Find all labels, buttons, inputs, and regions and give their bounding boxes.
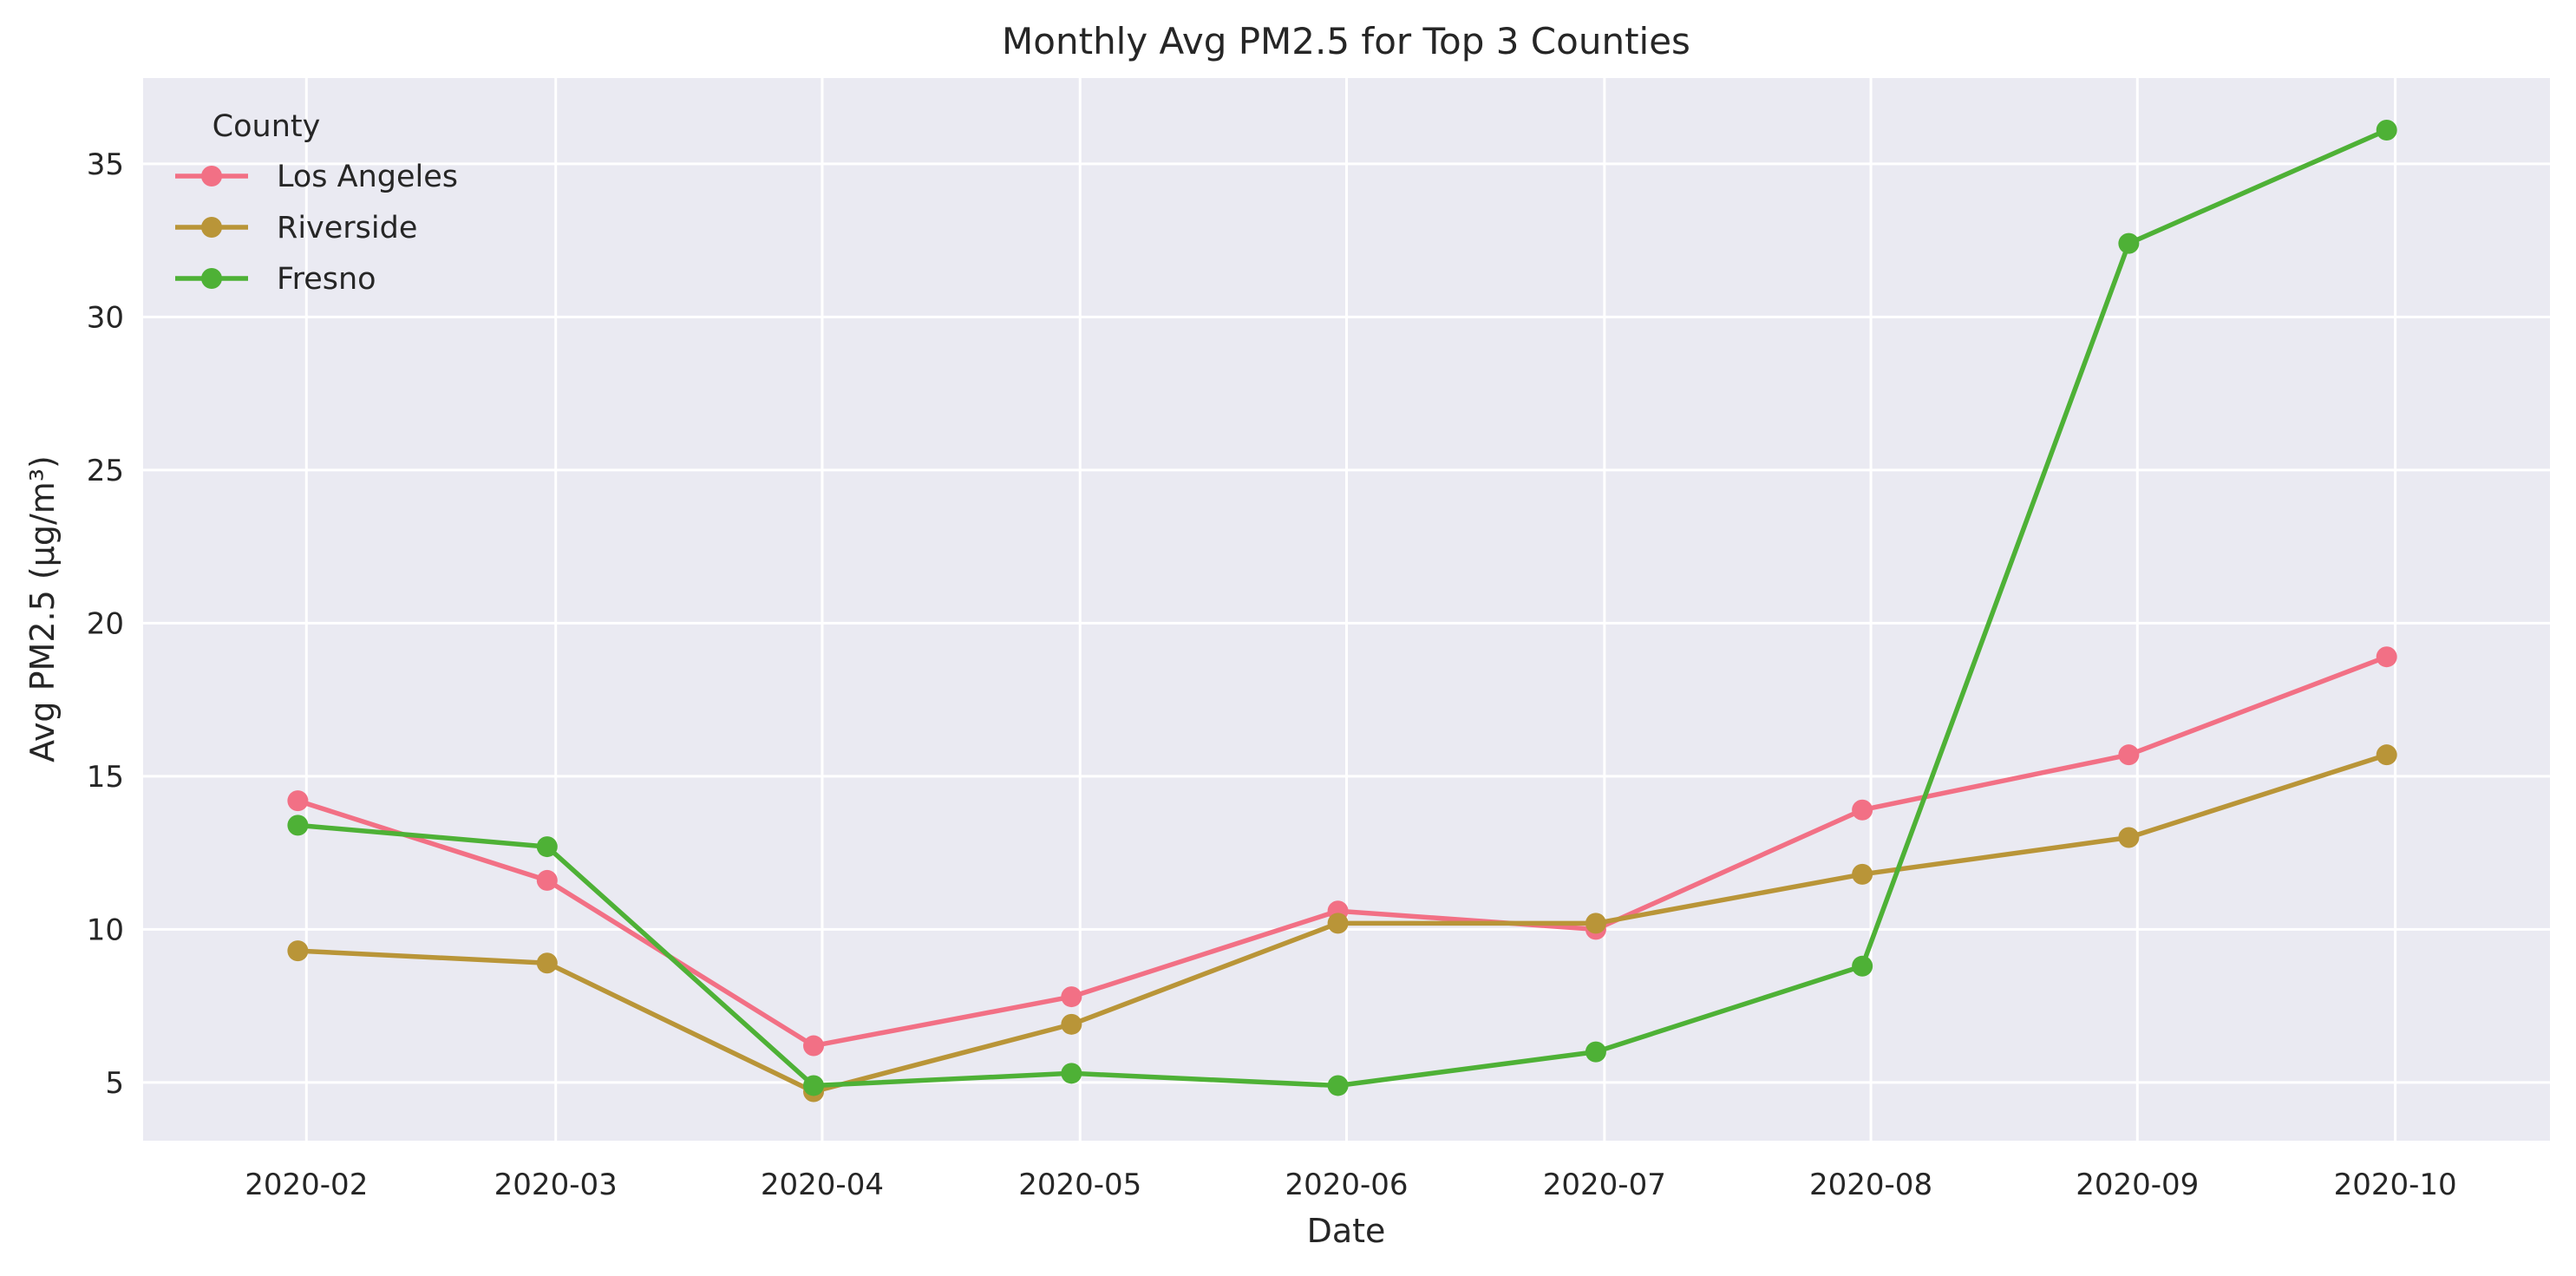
x-axis-ticks: 2020-02 2020-03 2020-04 2020-05 2020-06 2020-…: [245, 1168, 2456, 1202]
x-tick-label: 2020-05: [1018, 1168, 1141, 1202]
data-point-riverside: [2118, 827, 2140, 848]
legend-item-los-angeles: Los Angeles: [175, 160, 458, 194]
data-point-riverside: [1585, 913, 1606, 934]
legend-item-fresno: Fresno: [175, 262, 376, 297]
data-point-fresno: [1061, 1063, 1082, 1084]
series-riverside: [287, 744, 2397, 1103]
series-fresno: [287, 120, 2397, 1096]
data-point-los-angeles: [287, 790, 309, 812]
x-tick-label: 2020-03: [494, 1168, 618, 1202]
data-point-fresno: [287, 815, 309, 836]
legend: County Los Angeles Riverside Fresno: [175, 109, 458, 297]
chart-title: Monthly Avg PM2.5 for Top 3 Counties: [1002, 20, 1690, 62]
legend-label: Los Angeles: [277, 160, 458, 194]
data-point-los-angeles: [1061, 986, 1082, 1008]
legend-marker: [201, 268, 222, 289]
grid: [143, 78, 2550, 1141]
data-point-los-angeles: [2376, 646, 2397, 668]
data-point-los-angeles: [536, 869, 558, 891]
data-point-fresno: [2376, 120, 2397, 141]
y-tick-label: 25: [87, 454, 124, 488]
data-point-los-angeles: [803, 1035, 825, 1057]
y-tick-label: 35: [87, 147, 124, 182]
x-tick-label: 2020-08: [1809, 1168, 1932, 1202]
legend-items: Los Angeles Riverside Fresno: [175, 160, 458, 297]
data-point-fresno: [1585, 1041, 1606, 1063]
legend-marker: [201, 217, 222, 238]
data-point-fresno: [803, 1075, 825, 1096]
data-point-riverside: [1061, 1013, 1082, 1035]
legend-title: County: [212, 109, 321, 144]
data-point-riverside: [287, 940, 309, 962]
y-axis-label: Avg PM2.5 (µg/m³): [23, 455, 62, 762]
x-tick-label: 2020-09: [2076, 1168, 2199, 1202]
data-point-los-angeles: [1852, 799, 1873, 821]
y-tick-label: 15: [87, 760, 124, 795]
data-point-los-angeles: [2118, 744, 2140, 766]
data-point-riverside: [2376, 744, 2397, 766]
legend-item-riverside: Riverside: [175, 211, 417, 245]
series-layer: [287, 120, 2397, 1103]
y-tick-label: 30: [87, 300, 124, 335]
legend-label: Riverside: [277, 211, 417, 245]
legend-label: Fresno: [277, 262, 376, 297]
x-axis-label: Date: [1307, 1212, 1386, 1250]
x-tick-label: 2020-04: [761, 1168, 884, 1202]
data-point-riverside: [1852, 863, 1873, 885]
data-point-riverside: [536, 952, 558, 974]
y-tick-label: 10: [87, 913, 124, 947]
x-tick-label: 2020-02: [245, 1168, 368, 1202]
x-tick-label: 2020-06: [1285, 1168, 1408, 1202]
data-point-riverside: [1327, 913, 1349, 934]
data-point-fresno: [536, 836, 558, 858]
legend-marker: [201, 166, 222, 186]
data-point-fresno: [1327, 1075, 1349, 1096]
y-axis-ticks: 5 10 15 20 25 30 35: [87, 147, 124, 1101]
x-tick-label: 2020-07: [1543, 1168, 1666, 1202]
data-point-fresno: [1852, 955, 1873, 977]
y-tick-label: 20: [87, 606, 124, 641]
y-tick-label: 5: [105, 1066, 124, 1101]
data-point-fresno: [2118, 232, 2140, 254]
x-tick-label: 2020-10: [2334, 1168, 2457, 1202]
